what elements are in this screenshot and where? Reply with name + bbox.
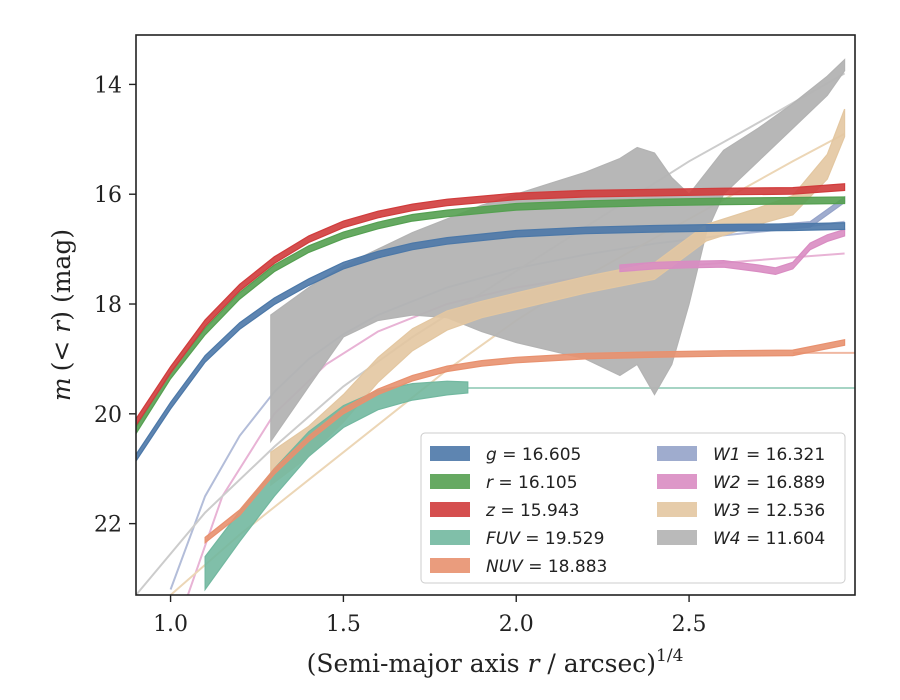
legend-swatch-r [430,474,470,489]
y-tick-label: 16 [94,183,122,208]
series-band-w3 [270,108,846,487]
legend-swatch-g [430,446,470,461]
legend-swatch-w2 [657,474,697,489]
series-band-g [136,222,846,463]
series-band-nuv [204,338,846,545]
legend-label-nuv: NUV = 18.883 [486,557,607,577]
x-tick-label: 1.0 [153,612,188,637]
series-band-fuv [204,380,469,592]
y-tick-label: 22 [94,513,122,538]
legend-swatch-w3 [657,502,697,517]
legend: g = 16.605 r = 16.105 z = 15.943 FUV = 19.5… [420,432,846,584]
legend-label-w3: W3 = 12.536 [713,501,825,521]
x-tick-label: 2.0 [499,612,534,637]
axis-ticks: 1.0 1.5 2.0 2.5 14 16 18 20 22 [94,73,707,637]
legend-label-w1: W1 = 16.321 [713,445,825,465]
legend-label-r: r = 16.105 [486,473,578,493]
series-band-w2 [619,228,846,276]
legend-box [420,432,846,584]
legend-swatch-w1 [657,446,697,461]
series-band-z [136,183,846,427]
plot-frame [135,34,856,596]
legend-swatch-nuv [430,558,470,573]
legend-label-fuv: FUV = 19.529 [486,529,604,549]
y-tick-label: 14 [94,73,122,98]
legend-label-w4: W4 = 11.604 [713,529,825,549]
y-axis-label: m(< r) (mag) [47,229,76,401]
series-band-r [136,196,846,435]
legend-label-z: z = 15.943 [485,501,579,521]
legend-label-g: g = 16.605 [486,445,581,465]
x-tick-label: 1.5 [326,612,361,637]
legend-swatch-fuv [430,530,470,545]
legend-swatch-w4 [657,530,697,545]
y-tick-label: 20 [94,403,122,428]
y-tick-label: 18 [94,293,122,318]
x-axis-label: (Semi-major axis r / arcsec)1/4 [307,646,684,678]
x-tick-label: 2.5 [672,612,707,637]
legend-label-w2: W2 = 16.889 [713,473,825,493]
legend-swatch-z [430,502,470,517]
plot-area [136,58,855,595]
